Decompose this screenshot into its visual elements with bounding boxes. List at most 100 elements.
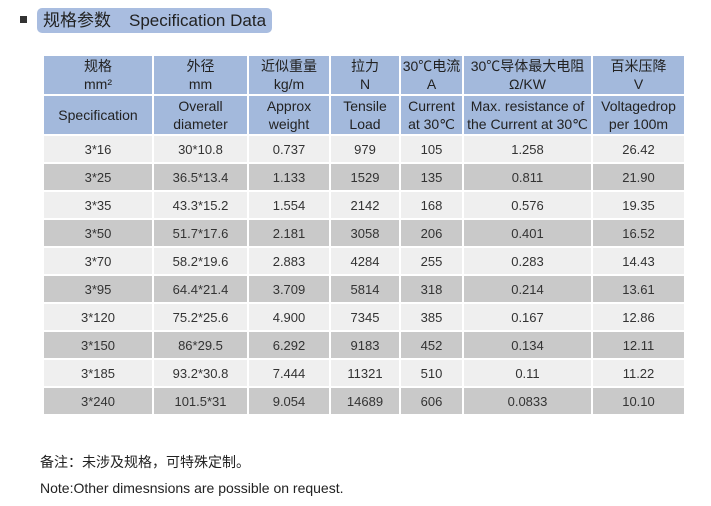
table-cell: 3058 [329, 218, 401, 248]
table-row: 3*16 30*10.8 0.737 979 105 1.258 26.42 [42, 134, 686, 164]
table-row: 3*240 101.5*31 9.054 14689 606 0.0833 10.10 [42, 386, 686, 416]
header-cn: 30℃导体最大电阻 [470, 58, 585, 74]
table-row: 3*95 64.4*21.4 3.709 5814 318 0.214 13.61 [42, 274, 686, 304]
header-en-cell: Max. resistance of the Current at 30℃ [462, 94, 593, 136]
table-body: 3*16 30*10.8 0.737 979 105 1.258 26.42 3*25 36.5… [42, 134, 686, 416]
table-cell: 0.811 [462, 162, 593, 192]
table-cell: 3*95 [42, 274, 154, 304]
table-cell: 3*150 [42, 330, 154, 360]
table-cell: 9183 [329, 330, 401, 360]
table-cell: 9.054 [247, 386, 331, 416]
table-cell: 101.5*31 [152, 386, 249, 416]
table-cell: 2.181 [247, 218, 331, 248]
header-en-2: weight [268, 116, 310, 132]
header-en: Specification [58, 107, 138, 123]
header-en: Approx [266, 98, 312, 114]
table-row: 3*150 86*29.5 6.292 9183 452 0.134 12.11 [42, 330, 686, 360]
header-en: Voltagedrop [601, 98, 676, 114]
header-cn-cell: 30℃电流 A [399, 54, 464, 96]
table-cell: 19.35 [591, 190, 686, 220]
section-title: 规格参数 Specification Data [37, 8, 273, 33]
header-unit: N [359, 76, 371, 92]
table-cell: 3*120 [42, 302, 154, 332]
table-cell: 2142 [329, 190, 401, 220]
table-cell: 4.900 [247, 302, 331, 332]
title-en: Specification Data [129, 11, 267, 30]
table-cell: 2.883 [247, 246, 331, 276]
table-cell: 3*25 [42, 162, 154, 192]
header-en-cell: Current at 30℃ [399, 94, 464, 136]
table-cell: 0.737 [247, 134, 331, 164]
table-cell: 3*70 [42, 246, 154, 276]
table-cell: 12.11 [591, 330, 686, 360]
header-cn-cell: 30℃导体最大电阻 Ω/KW [462, 54, 593, 96]
header-cn-cell: 百米压降 V [591, 54, 686, 96]
table-cell: 86*29.5 [152, 330, 249, 360]
table-cell: 4284 [329, 246, 401, 276]
table-cell: 255 [399, 246, 464, 276]
header-en-cell: Voltagedrop per 100m [591, 94, 686, 136]
header-cn: 拉力 [351, 58, 379, 74]
header-unit: mm² [84, 76, 112, 92]
table-cell: 7.444 [247, 358, 331, 388]
table-cell: 10.10 [591, 386, 686, 416]
table-cell: 979 [329, 134, 401, 164]
table-cell: 0.167 [462, 302, 593, 332]
table-cell: 7345 [329, 302, 401, 332]
header-en: Overall [178, 98, 223, 114]
header-cn-cell: 外径 mm [152, 54, 249, 96]
header-cn: 百米压降 [610, 58, 667, 74]
header-cn-cell: 规格 mm² [42, 54, 154, 96]
table-cell: 1.258 [462, 134, 593, 164]
table-cell: 21.90 [591, 162, 686, 192]
table-cell: 43.3*15.2 [152, 190, 249, 220]
title-cn: 规格参数 [43, 11, 111, 30]
bullet-icon [20, 16, 27, 23]
header-unit: V [633, 76, 644, 92]
table-cell: 3*50 [42, 218, 154, 248]
table-cell: 3*185 [42, 358, 154, 388]
table-cell: 385 [399, 302, 464, 332]
header-en: Tensile [343, 98, 387, 114]
table-cell: 3*240 [42, 386, 154, 416]
table-cell: 318 [399, 274, 464, 304]
table-cell: 13.61 [591, 274, 686, 304]
table-cell: 1.133 [247, 162, 331, 192]
table-cell: 6.292 [247, 330, 331, 360]
table-cell: 26.42 [591, 134, 686, 164]
header-en-2: the Current at 30℃ [467, 116, 588, 132]
table-cell: 135 [399, 162, 464, 192]
table-cell: 58.2*19.6 [152, 246, 249, 276]
table-cell: 14.43 [591, 246, 686, 276]
table-cell: 0.576 [462, 190, 593, 220]
table-cell: 3.709 [247, 274, 331, 304]
table-cell: 168 [399, 190, 464, 220]
table-cell: 75.2*25.6 [152, 302, 249, 332]
header-cn: 外径 [186, 58, 215, 74]
header-cn: 近似重量 [261, 58, 317, 74]
header-unit: kg/m [273, 76, 305, 92]
table-cell: 93.2*30.8 [152, 358, 249, 388]
header-en-2: per 100m [608, 116, 669, 132]
header-en-cell: Specification [42, 94, 154, 136]
table-row: 3*35 43.3*15.2 1.554 2142 168 0.576 19.35 [42, 190, 686, 220]
header-en-cell: Tensile Load [329, 94, 401, 136]
table-cell: 11.22 [591, 358, 686, 388]
header-unit: A [426, 76, 437, 92]
table-cell: 0.283 [462, 246, 593, 276]
table-cell: 12.86 [591, 302, 686, 332]
header-en-2: at 30℃ [408, 116, 455, 132]
table-cell: 452 [399, 330, 464, 360]
table-cell: 105 [399, 134, 464, 164]
table-row: 3*50 51.7*17.6 2.181 3058 206 0.401 16.52 [42, 218, 686, 248]
table-cell: 510 [399, 358, 464, 388]
table-row: 3*70 58.2*19.6 2.883 4284 255 0.283 14.43 [42, 246, 686, 276]
header-row-en: Specification Overall diameter Approx weight… [42, 94, 686, 136]
table-cell: 36.5*13.4 [152, 162, 249, 192]
note-en: Note:Other dimesnsions are possible on r… [40, 480, 344, 496]
header-en: Current [408, 98, 455, 114]
table-cell: 30*10.8 [152, 134, 249, 164]
table-row: 3*185 93.2*30.8 7.444 11321 510 0.11 11.22 [42, 358, 686, 388]
table-cell: 1529 [329, 162, 401, 192]
header-cn: 规格 [84, 58, 112, 74]
